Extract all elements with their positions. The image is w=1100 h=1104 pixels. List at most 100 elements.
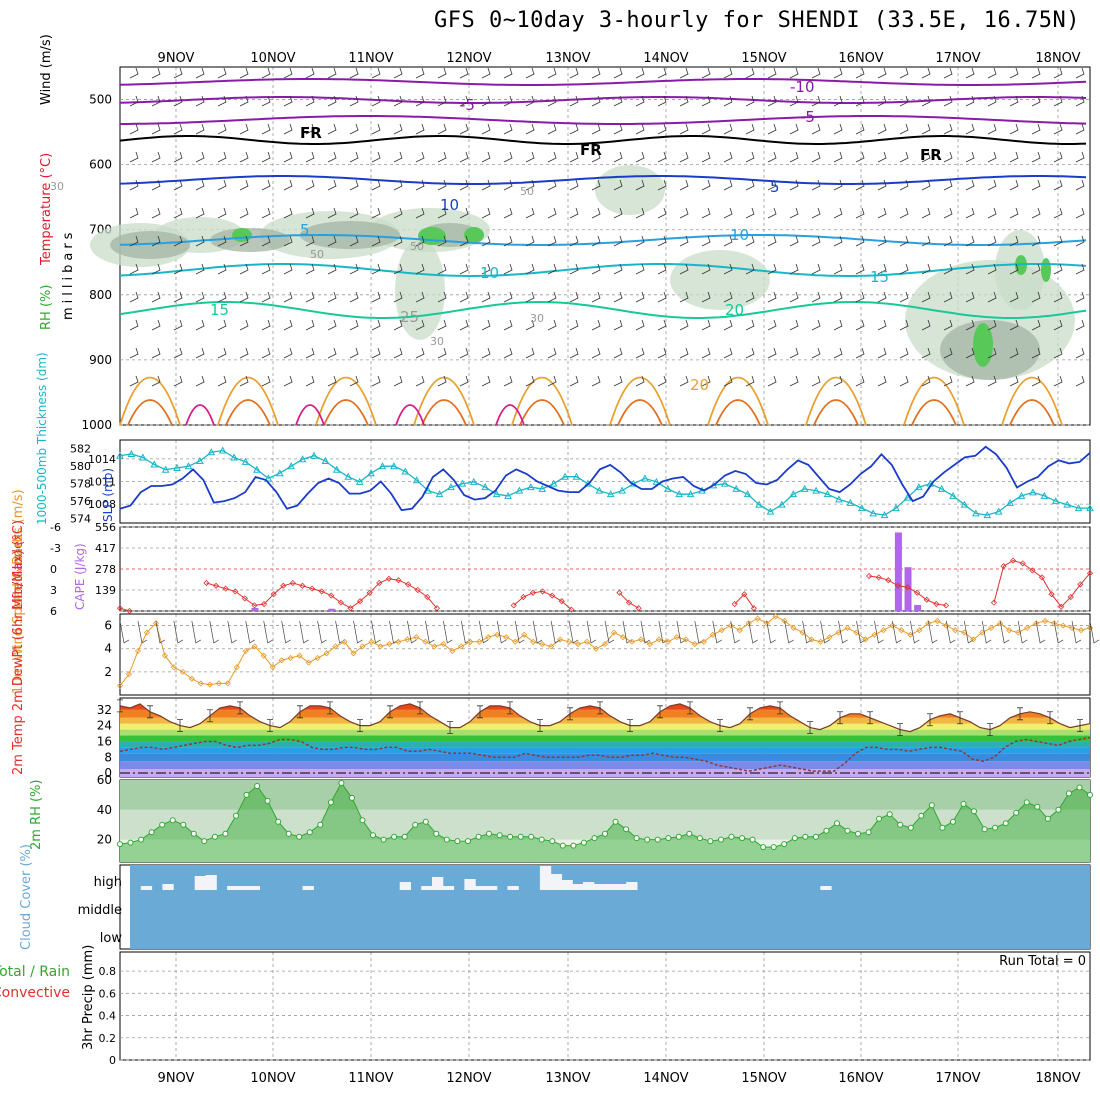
rh-point — [1087, 791, 1093, 798]
precip-tick-label: 0.8 — [99, 965, 117, 978]
wind-speed-point — [637, 636, 644, 643]
wind-barb — [613, 179, 623, 191]
wind-speed-point — [305, 659, 312, 666]
rh-point — [981, 826, 988, 833]
isotherm-line-25 — [609, 376, 671, 426]
high-cloud-bar — [604, 884, 616, 890]
contour-label: 20 — [725, 301, 744, 319]
rh-point — [443, 836, 450, 843]
wind-barb — [987, 263, 997, 275]
li-point — [1086, 570, 1094, 577]
rh-shade-high — [464, 227, 484, 243]
wind-barb-10m — [191, 620, 202, 644]
wind-barb — [1031, 375, 1041, 387]
wind-axis: 10m Wind Speed & Barbs (m/s) — [11, 489, 26, 694]
wind-barb — [679, 67, 689, 79]
wind-barb — [217, 67, 227, 79]
temp-band — [120, 747, 1090, 754]
wind-speed-point — [754, 615, 761, 622]
wind-barb — [481, 375, 491, 387]
wind-barb — [899, 151, 909, 163]
wind-speed-point — [287, 654, 294, 662]
wind-barb — [789, 123, 799, 135]
wind-barb — [943, 67, 953, 79]
wind-barb — [877, 207, 887, 219]
temp-band — [120, 698, 1090, 702]
wind-barb — [261, 347, 271, 359]
wind-barb-10m — [550, 620, 561, 644]
rh-point — [855, 830, 861, 837]
wind-barb — [415, 67, 425, 79]
wind-barb — [855, 179, 865, 191]
wind-barb — [943, 319, 953, 331]
isotherm-line-30 — [127, 399, 173, 426]
temp-minmax-bar — [867, 711, 873, 725]
high-cloud-bar — [442, 886, 455, 890]
wind-barb — [481, 95, 491, 107]
millibars-axis: millibars — [61, 229, 76, 320]
wind-barb — [481, 235, 491, 247]
wind-speed-point — [871, 631, 878, 638]
wind-barb — [415, 263, 425, 275]
wind-speed-point — [314, 654, 321, 662]
wind-speed-point — [664, 638, 671, 645]
wind-barb — [1031, 207, 1041, 219]
thickness-point — [241, 457, 250, 465]
wind-barb — [503, 179, 513, 191]
temp-band — [120, 741, 1090, 748]
wind-barb — [811, 291, 821, 303]
temp-minmax-bar — [987, 723, 993, 736]
wind-barb — [943, 123, 953, 135]
contour-label: 50 — [520, 185, 534, 198]
temp-axis: 2m Temp 2m DewPt (6hr Min/Max) (°C) — [11, 520, 26, 775]
pressure-tick-label: 500 — [89, 93, 112, 107]
wind-barb — [833, 179, 843, 191]
wind-speed-point — [943, 622, 950, 629]
isotherm-line-25 — [805, 376, 867, 426]
temp-minmax-bar — [447, 721, 453, 735]
rh-shade-high — [232, 228, 252, 242]
rh-point — [127, 839, 134, 846]
wind-barb — [789, 375, 799, 387]
wind-barb-10m — [442, 620, 453, 644]
wind-barb — [965, 291, 975, 303]
wind-speed-point — [242, 647, 249, 655]
wind-barb — [921, 123, 931, 135]
thickness-point — [469, 477, 478, 485]
wind-speed-point — [341, 638, 348, 645]
wind-barb — [327, 151, 337, 163]
wind-barb — [1031, 291, 1041, 303]
wind-speed-point — [188, 675, 195, 682]
precip-axis-label: 3hr Precip (mm) — [81, 945, 96, 1050]
wind-barb — [1031, 347, 1041, 359]
wind-barb — [173, 375, 183, 387]
thickness-point — [138, 453, 147, 461]
rh-point — [159, 821, 166, 828]
rh-point — [707, 838, 714, 845]
bottom-day-label: 16NOV — [838, 1071, 883, 1086]
isotherm-line — [119, 135, 1087, 145]
wind-barb — [613, 375, 623, 387]
rh-point — [623, 826, 630, 833]
wind-speed-point — [269, 664, 276, 671]
wind-barb — [591, 207, 601, 219]
wind-barb — [679, 207, 689, 219]
wind-barb — [855, 67, 865, 79]
wind-barb — [899, 347, 909, 359]
wind-barb — [723, 263, 733, 275]
wind-barb — [393, 375, 403, 387]
high-cloud-bar — [486, 886, 498, 890]
wind-barb-10m — [820, 620, 830, 644]
temp-axis-label: 2m Temp 2m DewPt (6hr Min/Max) (°C) — [11, 520, 26, 775]
wind-barb — [437, 207, 447, 219]
wind-barb — [129, 347, 139, 359]
wind-barb — [459, 179, 469, 191]
precip-tick-label: 0 — [109, 1054, 116, 1067]
wind-barb — [745, 235, 755, 247]
wind-barb — [437, 67, 447, 79]
high-cloud-bar — [539, 866, 552, 890]
wind-barb — [657, 347, 667, 359]
wind-barb — [195, 67, 205, 79]
wind-barb — [833, 151, 843, 163]
wind-speed-point — [233, 664, 240, 671]
